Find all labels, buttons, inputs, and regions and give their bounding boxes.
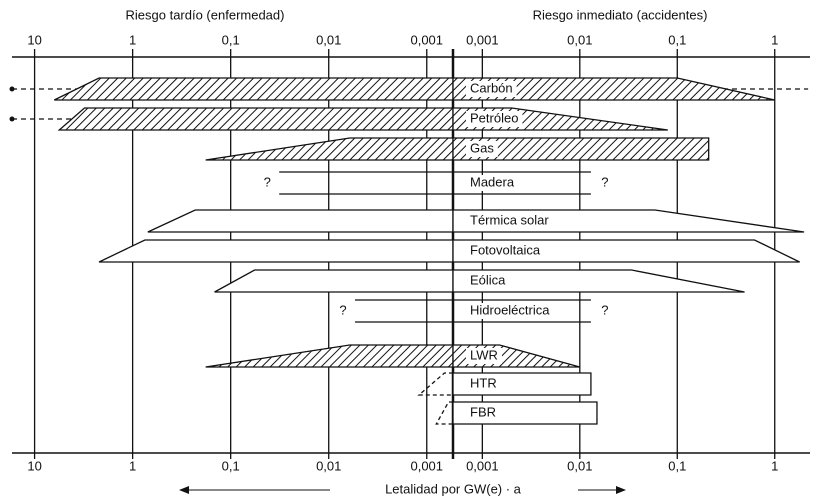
item-label: Petróleo	[470, 110, 518, 125]
range-shape	[147, 209, 454, 233]
x-tick-label: 0,001	[466, 32, 499, 47]
extension-dot	[9, 116, 15, 122]
x-tick-label: 0,01	[567, 458, 592, 473]
bottom-label: Letalidad por GW(e) · a	[385, 481, 522, 496]
range-shape	[417, 372, 454, 396]
item-label: FBR	[470, 404, 496, 419]
item-label: Hidroeléctrica	[470, 302, 550, 317]
item-label: Gas	[470, 140, 494, 155]
label-bg	[466, 81, 517, 97]
item-label: Madera	[470, 174, 515, 189]
x-tick-label: 0,001	[410, 458, 443, 473]
range-shape	[214, 269, 454, 293]
item-label: Eólica	[470, 272, 506, 287]
range-shape	[53, 77, 454, 101]
item-label: HTR	[470, 375, 497, 390]
range-shape	[452, 269, 745, 293]
label-bg	[466, 376, 501, 392]
x-tick-label: 0,01	[316, 458, 341, 473]
label-bg	[466, 303, 554, 319]
label-bg	[466, 175, 519, 191]
x-tick-label: 0,001	[466, 458, 499, 473]
immediate-axis-label: Riesgo inmediato (accidentes)	[533, 7, 708, 22]
late-axis-label: Riesgo tardío (enfermedad)	[126, 7, 285, 22]
item-label: LWR	[470, 347, 498, 362]
x-tick-label: 1	[771, 32, 778, 47]
question-mark: ?	[339, 302, 346, 317]
x-tick-label: 0,1	[668, 458, 686, 473]
x-tick-label: 0,1	[668, 32, 686, 47]
x-tick-label: 0,1	[222, 32, 240, 47]
range-shape	[98, 239, 454, 263]
range-shape	[205, 344, 454, 368]
extension-dot	[9, 86, 15, 92]
x-tick-label: 10	[27, 32, 41, 47]
label-bg	[466, 405, 500, 421]
item-label: Fotovoltaica	[470, 242, 541, 257]
label-bg	[466, 243, 545, 259]
item-label: Carbón	[470, 80, 513, 95]
x-tick-label: 1	[129, 32, 136, 47]
label-bg	[466, 273, 510, 289]
x-tick-label: 10	[27, 458, 41, 473]
x-tick-label: 1	[771, 458, 778, 473]
label-bg	[466, 111, 523, 127]
item-label: Térmica solar	[470, 212, 549, 227]
x-tick-label: 1	[129, 458, 136, 473]
x-tick-label: 0,1	[222, 458, 240, 473]
label-bg	[466, 348, 502, 364]
question-mark: ?	[264, 174, 271, 189]
range-shape	[435, 401, 454, 425]
x-tick-label: 0,01	[567, 32, 592, 47]
label-bg	[466, 141, 498, 157]
x-tick-label: 0,001	[410, 32, 443, 47]
question-mark: ?	[601, 174, 608, 189]
x-tick-label: 0,01	[316, 32, 341, 47]
range-shape	[452, 137, 710, 161]
range-shape	[57, 107, 454, 131]
range-shape	[452, 77, 775, 101]
question-mark: ?	[601, 302, 608, 317]
label-bg	[466, 213, 553, 229]
range-shape	[205, 137, 454, 161]
